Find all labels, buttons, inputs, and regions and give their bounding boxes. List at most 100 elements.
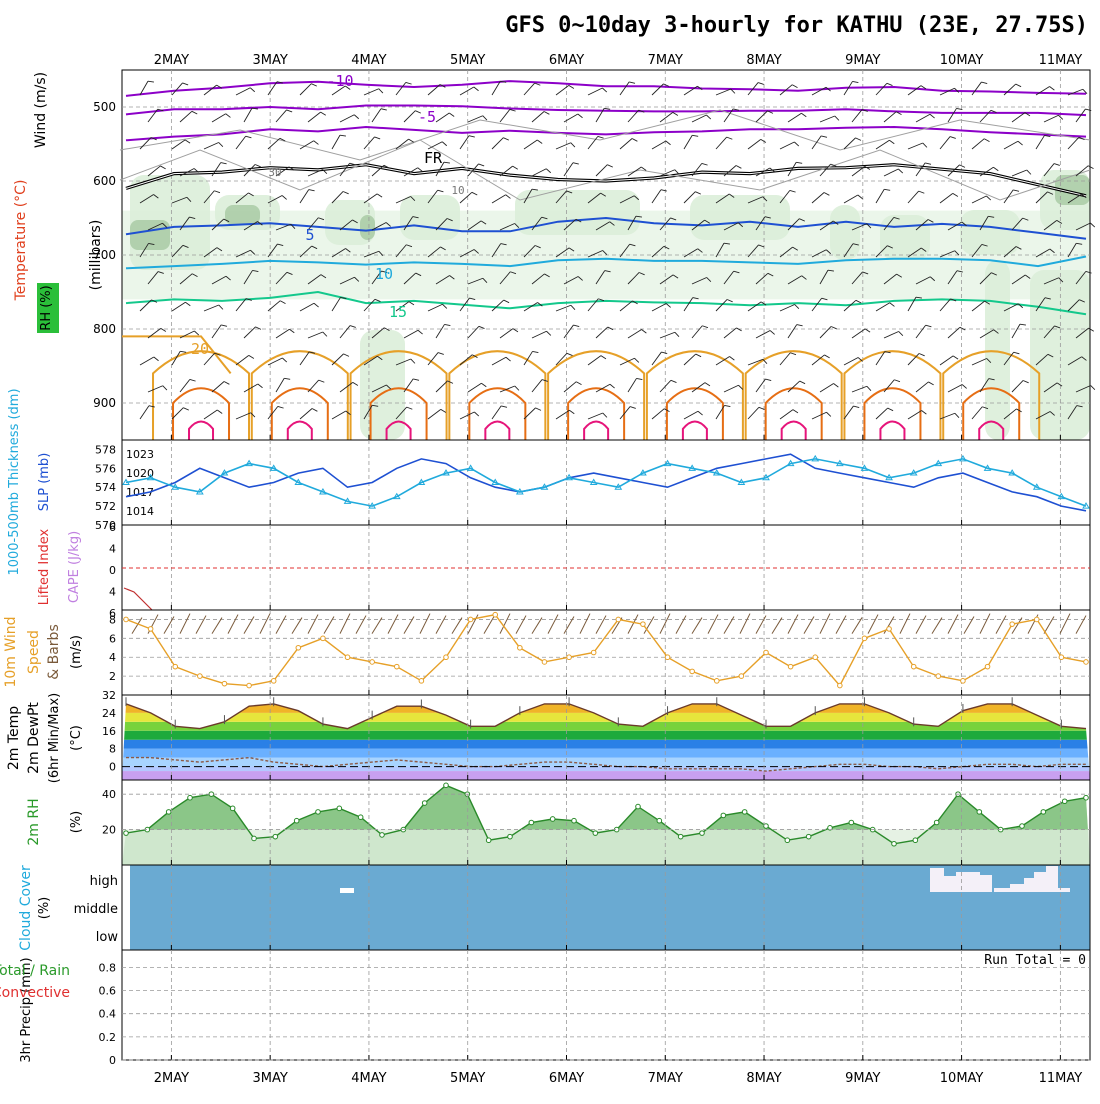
- wind-barb: [147, 165, 161, 177]
- wind-barb: [723, 222, 739, 231]
- wind-barb-flag: [794, 141, 800, 147]
- wind-barb: [299, 408, 313, 420]
- wind-barb-flag: [535, 407, 542, 411]
- wind-barb-flag: [311, 245, 318, 250]
- wind-barb-flag: [277, 405, 284, 409]
- wind-barb-flag: [514, 223, 520, 229]
- wind-barb: [147, 385, 163, 393]
- wind-barb-flag: [898, 168, 904, 174]
- wind-barb: [203, 247, 218, 258]
- wind-barb: [787, 275, 802, 285]
- wind-barb-flag: [505, 194, 511, 199]
- wind-barb: [555, 85, 570, 96]
- wind-barb: [243, 107, 253, 123]
- cloud-gap-high: [994, 888, 1010, 892]
- cloud-gap-high: [1058, 888, 1070, 892]
- wind-barb: [683, 248, 698, 258]
- wind10m-point: [221, 680, 228, 687]
- slp-point: [688, 464, 697, 471]
- wind-barb: [523, 245, 536, 258]
- wind-barb: [947, 221, 963, 231]
- temp-band: [122, 739, 1090, 749]
- rh-point: [848, 819, 855, 826]
- wind-barb: [939, 193, 954, 204]
- wind10m-point: [1058, 654, 1065, 661]
- wind-barb-flag: [290, 223, 296, 230]
- wind-barb: [747, 301, 762, 312]
- wind-barb-flag: [918, 353, 925, 357]
- rh-point: [891, 840, 897, 847]
- wind-barb-flag: [866, 223, 872, 229]
- wind-barb: [371, 108, 382, 123]
- wind-barb: [587, 192, 601, 204]
- wind-barb-flag: [949, 136, 956, 139]
- cloud-row-low: low: [96, 930, 119, 945]
- wind-barb-flag: [1049, 86, 1055, 91]
- rh-point: [784, 837, 791, 844]
- wind-barb-flag: [733, 108, 740, 111]
- wind-barb: [843, 243, 854, 258]
- wind-barb-flag: [1081, 356, 1087, 361]
- wind-barb-flag: [956, 270, 963, 273]
- wind-barb-flag: [918, 190, 925, 194]
- wind-barb: [235, 87, 251, 96]
- wind-barb: [747, 82, 759, 96]
- wind-barb: [683, 85, 698, 96]
- isotherm-cell-20: [349, 350, 448, 440]
- page-title: GFS 0~10day 3-hourly for KATHU (23E, 27.…: [505, 13, 1088, 38]
- wind-barb: [883, 273, 897, 285]
- x-tick-top-2MAY: 2MAY: [154, 53, 189, 68]
- ylabel-2m-temp: 2m Temp: [6, 706, 22, 770]
- wind10m-ytick-8: 8: [109, 613, 116, 626]
- wind-barb-flag: [151, 299, 158, 303]
- x-tick-top-6MAY: 6MAY: [549, 53, 584, 68]
- wind-barb-flag: [186, 196, 192, 203]
- wind-barb-flag: [417, 329, 423, 335]
- rh-point: [1061, 798, 1068, 805]
- wind-barb: [563, 324, 574, 339]
- isotherm-cell-30: [286, 420, 313, 440]
- wind-barb-flag: [887, 407, 894, 412]
- ylabel-speed: Speed: [26, 630, 42, 674]
- slp-ytick-1020: 1020: [126, 467, 154, 480]
- isotherm-cell-30: [681, 420, 708, 440]
- wind-barb-flag: [352, 219, 358, 224]
- wind-barb-flag: [665, 303, 671, 308]
- slp-point: [639, 469, 647, 476]
- wind-barb-flag: [349, 162, 356, 166]
- wind-barb: [595, 164, 608, 177]
- wind-barb: [947, 108, 957, 123]
- rh-point: [357, 814, 364, 820]
- wind-barb-flag: [737, 222, 744, 228]
- wind-barb-flag: [180, 350, 187, 353]
- wind-barb: [235, 135, 246, 150]
- rh-point: [592, 830, 599, 836]
- wind10m-point: [369, 659, 375, 665]
- rh-point: [656, 817, 663, 824]
- wind-barb: [1067, 405, 1078, 420]
- surface-wind-barb: [275, 615, 287, 634]
- wind-barb: [139, 405, 150, 420]
- wind-barb: [203, 409, 218, 420]
- wind-barb-flag: [672, 274, 679, 279]
- upper-air-ytick-700: 700: [93, 248, 116, 262]
- wind-barb: [427, 303, 443, 312]
- cloud-gap-high: [1024, 878, 1034, 892]
- wind-barb: [907, 85, 922, 96]
- x-tick-bottom-6MAY: 6MAY: [549, 1071, 584, 1086]
- wind-barb: [179, 216, 190, 231]
- wind-barb-flag: [286, 271, 293, 275]
- wind-barb: [851, 385, 868, 393]
- wind-barb: [979, 378, 990, 393]
- slp-ytick-1023: 1023: [126, 448, 154, 461]
- wind-barb-flag: [406, 244, 413, 248]
- cloud-row-middle: middle: [74, 902, 118, 917]
- slp-point: [122, 478, 130, 485]
- wind-barb: [1075, 108, 1086, 123]
- wind-barb: [171, 407, 184, 420]
- wind-barb: [275, 223, 292, 231]
- wind-barb-flag: [706, 277, 712, 283]
- wind-barb-flag: [277, 243, 284, 247]
- wind-barb: [435, 112, 450, 123]
- wind-barb-flag: [512, 165, 518, 170]
